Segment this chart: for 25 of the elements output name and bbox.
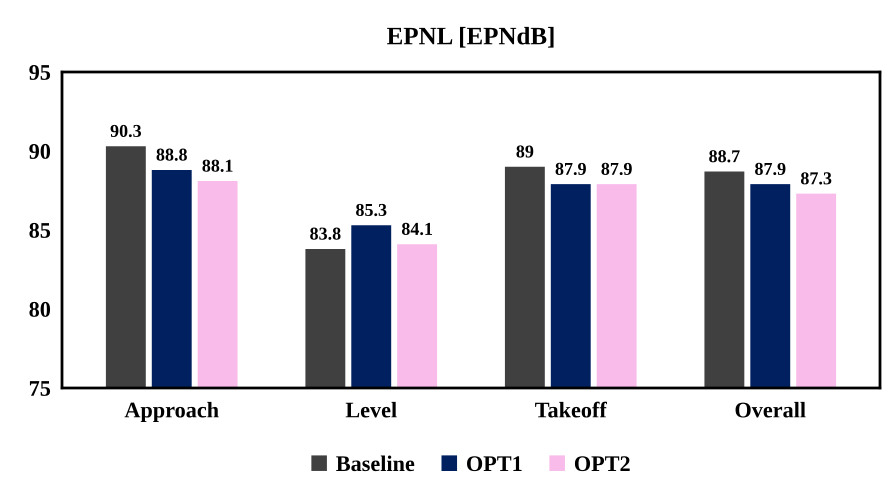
legend-label: OPT1 [467, 456, 522, 472]
legend-label: OPT2 [574, 456, 630, 472]
x-tick-label: Takeoff [535, 402, 607, 418]
data-label: 88.1 [202, 160, 232, 172]
y-tick-label: 75 [30, 381, 50, 396]
data-label: 87.9 [556, 162, 586, 176]
data-label: 84.1 [402, 222, 432, 236]
data-label: 87.3 [800, 172, 832, 185]
data-label: 85.3 [356, 204, 386, 216]
x-tick-label: Approach [124, 402, 219, 422]
data-label: 88.8 [156, 148, 187, 161]
data-label: 83.8 [310, 228, 341, 240]
y-tick-label: 85 [29, 222, 50, 238]
data-label: 89 [516, 145, 534, 158]
data-label: 87.9 [601, 162, 632, 176]
y-tick-label: 90 [29, 144, 50, 159]
y-tick-label: 80 [29, 302, 50, 317]
legend-label: Baseline [336, 456, 414, 472]
x-tick-label: Level [346, 402, 397, 418]
data-label: 88.7 [709, 150, 740, 162]
data-label: 87.9 [755, 162, 786, 176]
y-tick-label: 95 [29, 64, 50, 80]
chart-title: EPNL [EPNdB] [387, 26, 554, 48]
data-label: 90.3 [110, 124, 142, 138]
x-tick-label: Overall [736, 402, 806, 418]
